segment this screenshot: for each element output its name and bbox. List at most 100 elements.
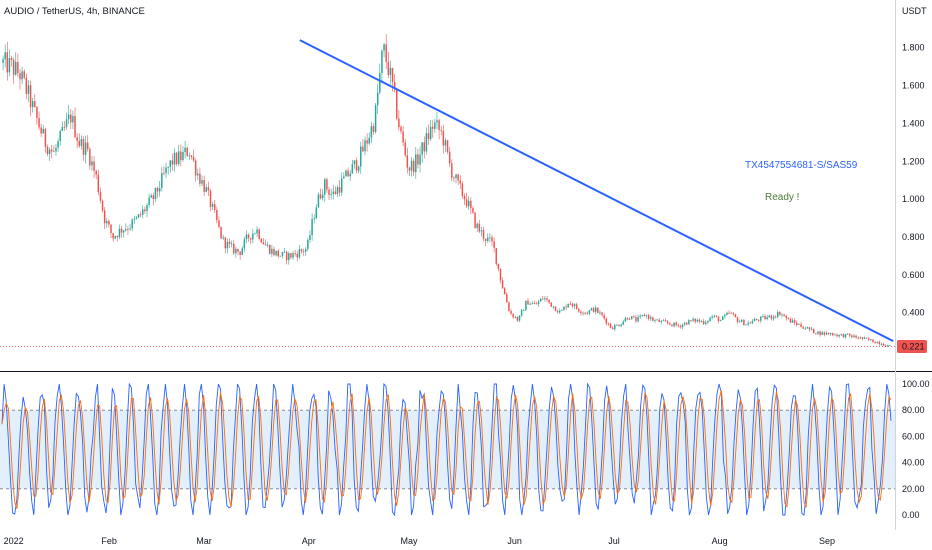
candle-body xyxy=(389,67,392,75)
candle-body xyxy=(671,324,673,327)
candle-body xyxy=(478,223,481,232)
candle-body xyxy=(546,298,548,300)
candle-body xyxy=(580,311,582,314)
candle-body xyxy=(622,321,624,325)
candle-body xyxy=(309,235,311,240)
candle-body xyxy=(605,318,608,324)
candle-body xyxy=(150,195,152,198)
candle-body xyxy=(213,204,216,210)
candle-body xyxy=(884,345,887,347)
candle-body xyxy=(95,170,97,175)
candle-body xyxy=(167,167,169,168)
candle-body xyxy=(362,146,364,152)
candle-body xyxy=(495,247,497,264)
candle-body xyxy=(476,223,478,228)
time-axis[interactable]: 2022 Feb Mar Apr May Jun Jul Aug Sep xyxy=(4,536,835,546)
price-pane[interactable] xyxy=(0,0,895,372)
candle-body xyxy=(156,187,159,192)
candle-body xyxy=(184,147,186,152)
candle-body xyxy=(851,335,853,338)
stoch-k-line xyxy=(1,382,892,517)
candle-body xyxy=(137,214,140,218)
candle-body xyxy=(705,322,707,325)
candle-body xyxy=(683,322,686,325)
candle-body xyxy=(417,154,419,165)
candle-body xyxy=(228,241,231,244)
candle-body xyxy=(70,114,72,123)
candle-body xyxy=(781,314,783,316)
candle-body xyxy=(597,307,599,314)
candle-body xyxy=(6,52,9,73)
candle-body xyxy=(4,52,6,60)
candle-body xyxy=(503,288,506,295)
candle-body xyxy=(561,309,563,311)
candle-body xyxy=(832,333,834,336)
time-tick-label: Jul xyxy=(608,536,620,546)
candle-body xyxy=(112,233,114,239)
oscillator-lines xyxy=(1,382,892,517)
candle-body xyxy=(366,140,368,144)
candle-body xyxy=(571,303,574,307)
candle-body xyxy=(391,67,394,82)
candle-body xyxy=(239,251,241,255)
candle-body xyxy=(57,141,59,148)
candle-body xyxy=(656,319,658,321)
candle-body xyxy=(662,320,665,322)
candle-body xyxy=(770,315,773,319)
price-tick-label: 1.000 xyxy=(902,194,925,204)
candle-body xyxy=(736,317,739,322)
candle-body xyxy=(889,345,891,346)
candle-body xyxy=(575,304,578,309)
candle-body xyxy=(334,191,337,195)
candle-body xyxy=(129,228,131,230)
candle-body xyxy=(326,179,328,190)
annotation-text-2[interactable]: Ready ! xyxy=(765,192,799,203)
candle-body xyxy=(235,248,237,254)
candle-body xyxy=(165,167,167,174)
candle-body xyxy=(802,326,804,329)
candle-body xyxy=(537,301,540,305)
candle-body xyxy=(686,322,688,325)
candle-body xyxy=(319,194,322,199)
candle-body xyxy=(848,333,851,336)
candle-body xyxy=(487,237,489,241)
price-tick-label: 0.800 xyxy=(902,232,925,242)
candle-body xyxy=(434,122,436,129)
candle-body xyxy=(779,312,781,316)
candle-body xyxy=(480,230,483,232)
candle-body xyxy=(53,151,55,153)
candle-body xyxy=(84,142,87,155)
candle-body xyxy=(544,298,546,300)
candle-body xyxy=(252,233,254,240)
candle-body xyxy=(550,302,553,307)
candle-body xyxy=(89,148,91,166)
candle-body xyxy=(688,320,690,325)
candle-body xyxy=(161,172,163,189)
price-tick-label: 1.200 xyxy=(902,156,925,166)
candle-body xyxy=(436,120,438,123)
trendline[interactable] xyxy=(299,39,894,342)
candle-body xyxy=(163,172,165,174)
candle-body xyxy=(63,127,66,128)
candle-body xyxy=(548,299,550,303)
candle-body xyxy=(565,306,567,308)
price-axis[interactable]: 1.800 1.600 1.400 1.200 1.000 0.800 0.600 0.400 xyxy=(902,43,925,318)
candle-body xyxy=(400,127,402,132)
candle-body xyxy=(427,133,430,140)
candle-body xyxy=(277,250,279,257)
candle-body xyxy=(142,209,144,215)
candle-body xyxy=(552,306,555,308)
candle-body xyxy=(178,151,180,165)
annotation-text[interactable]: TX4547554681-S/SAS59 xyxy=(745,160,858,171)
candle-body xyxy=(429,126,432,140)
candle-body xyxy=(383,44,385,51)
candle-body xyxy=(463,196,466,200)
candle-body xyxy=(732,313,735,315)
candle-body xyxy=(283,251,286,253)
candle-body xyxy=(93,161,95,171)
candle-body xyxy=(298,249,301,258)
candle-body xyxy=(465,199,468,207)
oscillator-axis[interactable]: 100.00 80.00 60.00 40.00 20.00 0.00 xyxy=(902,379,930,520)
candle-body xyxy=(101,200,104,211)
